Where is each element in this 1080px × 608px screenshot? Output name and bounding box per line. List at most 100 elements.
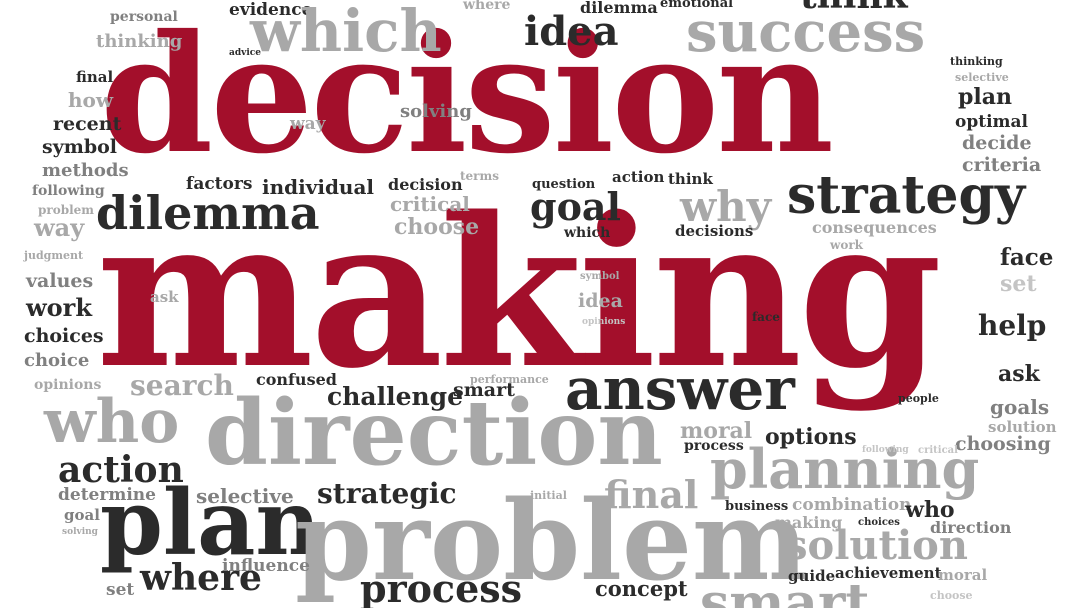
word-search: search xyxy=(130,369,234,402)
word-symbol: symbol xyxy=(42,136,118,158)
word-why: why xyxy=(680,182,772,231)
word-options: options xyxy=(765,424,857,450)
word-planning: planning xyxy=(710,437,980,501)
word-decision-small: decision xyxy=(388,175,463,194)
word-selective: selective xyxy=(196,484,294,508)
word-solution: solution xyxy=(785,522,968,569)
word-symbol-small: symbol xyxy=(580,271,620,282)
word-recent: recent xyxy=(53,113,122,135)
word-terms: terms xyxy=(460,169,499,183)
word-help: help xyxy=(978,309,1047,342)
word-combination: combination xyxy=(792,495,912,515)
word-achievement: achievement xyxy=(835,564,942,582)
word-goal: goal xyxy=(530,184,621,229)
word-thinking: thinking xyxy=(96,31,183,52)
word-individual: individual xyxy=(262,175,375,199)
word-decide: decide xyxy=(962,132,1032,154)
word-problem-left: problem xyxy=(38,203,94,217)
word-goal-small: goal xyxy=(64,506,100,524)
word-business: business xyxy=(725,499,789,514)
word-moral: moral xyxy=(680,418,753,444)
word-idea-small: idea xyxy=(578,290,623,312)
word-work-left: work xyxy=(26,293,92,322)
word-dilemma-top: dilemma xyxy=(580,0,658,17)
word-set-left: set xyxy=(106,580,135,600)
word-concept: concept xyxy=(595,576,688,601)
word-solving-small: solving xyxy=(62,527,98,537)
word-final-big: final xyxy=(604,472,699,517)
word-action-big: action xyxy=(58,449,184,491)
word-emotional: emotional xyxy=(660,0,734,11)
word-choices-left: choices xyxy=(24,325,104,347)
word-performance: performance xyxy=(470,373,549,386)
word-dilemma-big: dilemma xyxy=(96,186,320,240)
word-choices-small: choices xyxy=(858,517,900,528)
word-work-right: work xyxy=(830,238,863,252)
word-making-small: making xyxy=(775,513,843,532)
word-critical-small: critical xyxy=(918,445,958,456)
word-action-small: action xyxy=(612,168,665,186)
word-people: people xyxy=(898,392,939,405)
word-strategy: strategy xyxy=(787,165,1026,226)
word-solving: solving xyxy=(400,101,472,122)
word-face-small: face xyxy=(752,310,780,324)
word-idea: idea xyxy=(524,8,619,55)
word-direction: direction xyxy=(205,380,663,486)
word-ask-left: ask xyxy=(150,288,179,306)
word-smart-big: smart xyxy=(700,573,870,608)
word-plan-big: plan xyxy=(100,470,321,576)
word-choose-small: choose xyxy=(930,589,973,602)
word-decision: decision xyxy=(100,0,834,190)
word-plan-right: plan xyxy=(958,84,1012,110)
word-solution-small: solution xyxy=(988,418,1057,436)
word-factors: factors xyxy=(186,174,253,194)
word-question: question xyxy=(532,177,596,192)
word-choice: choice xyxy=(24,350,90,371)
word-initial: initial xyxy=(530,489,567,502)
word-which-small: which xyxy=(564,225,611,241)
word-guide: guide xyxy=(788,567,836,585)
word-where-top: where xyxy=(463,0,511,13)
word-think-mid: think xyxy=(668,170,713,188)
word-answer: answer xyxy=(565,355,795,423)
word-goals: goals xyxy=(990,395,1050,419)
word-choose: choose xyxy=(394,214,480,240)
word-moral-small: moral xyxy=(938,566,988,584)
word-process-small: process xyxy=(684,438,744,454)
word-advice: advice xyxy=(229,48,261,58)
word-problem-big: problem xyxy=(295,476,809,605)
word-personal: personal xyxy=(110,9,178,25)
word-influence: influence xyxy=(222,556,310,576)
word-final-left: final xyxy=(76,68,114,86)
word-think-top: think xyxy=(800,0,908,14)
word-following: following xyxy=(32,183,105,199)
word-decisions: decisions xyxy=(675,222,754,240)
word-who-small: who xyxy=(905,497,955,523)
word-smart-small: smart xyxy=(453,379,515,401)
word-direction-small: direction xyxy=(930,518,1012,537)
word-making: making xyxy=(96,172,942,414)
word-how: how xyxy=(68,88,114,112)
word-set-right: set xyxy=(1000,271,1037,297)
word-ask-right: ask xyxy=(998,361,1040,387)
word-way-left: way xyxy=(34,213,85,242)
word-who: who xyxy=(44,387,180,457)
word-success: success xyxy=(686,0,926,65)
word-choosing: choosing xyxy=(955,433,1051,455)
word-following-small: following xyxy=(862,445,909,455)
word-where-big: where xyxy=(140,557,262,599)
word-face: face xyxy=(1000,244,1054,271)
word-determine: determine xyxy=(58,485,156,505)
word-criteria: criteria xyxy=(962,154,1042,176)
word-process: process xyxy=(360,566,523,608)
word-way-mid: way xyxy=(290,114,326,134)
word-methods: methods xyxy=(42,160,129,181)
word-opinions-small: opinions xyxy=(582,317,626,327)
word-selective-right: selective xyxy=(955,71,1009,84)
word-confused: confused xyxy=(256,370,337,389)
word-opinions-left: opinions xyxy=(34,377,102,393)
word-strategic: strategic xyxy=(317,477,457,510)
word-thinking-right: thinking xyxy=(950,55,1003,68)
word-values: values xyxy=(26,270,94,292)
